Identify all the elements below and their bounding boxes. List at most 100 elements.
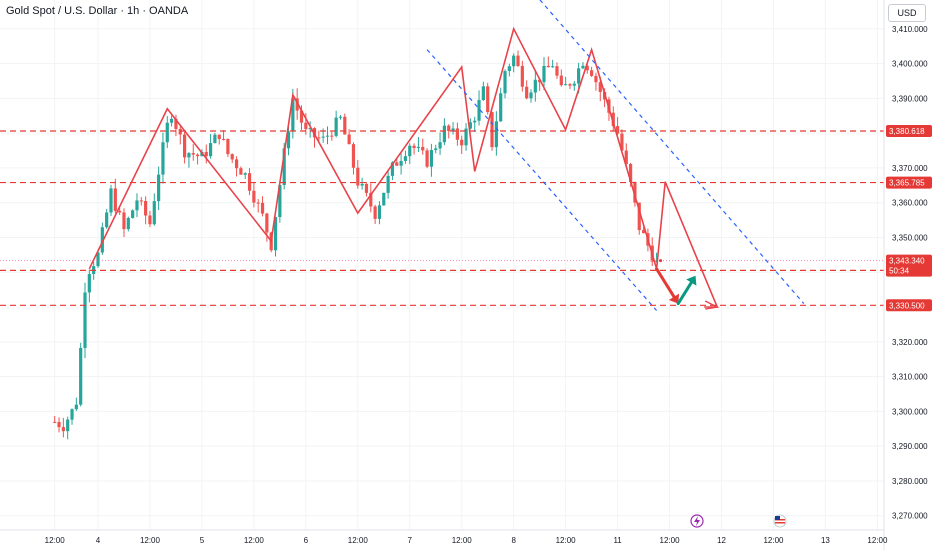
candle-body [555, 66, 559, 76]
candle-body [403, 156, 408, 161]
candle-body [494, 121, 498, 148]
price-tick-label: 3,300.000 [892, 407, 928, 416]
candle-body [529, 92, 533, 99]
candle-body [429, 150, 434, 167]
candle-body [53, 421, 57, 423]
time-tick-label: 12:00 [763, 536, 784, 545]
candle-body [100, 227, 104, 253]
candle-body [252, 190, 256, 203]
time-tick-label: 11 [613, 536, 622, 545]
candle-body [464, 128, 468, 146]
candle-body [421, 146, 425, 151]
price-tick-label: 3,400.000 [892, 60, 928, 69]
green-up-arrow-shaft [676, 281, 693, 306]
candle-body [516, 55, 520, 66]
candle-body [416, 146, 421, 149]
candle-body [126, 217, 130, 230]
candle-body [641, 230, 646, 234]
candle-body [564, 84, 568, 86]
level-price-tag-text: 3,380.618 [889, 127, 925, 136]
symbol-title[interactable]: Gold Spot / U.S. Dollar · 1h · OANDA [6, 5, 189, 17]
candle-body [221, 138, 226, 140]
price-tick-label: 3,320.000 [892, 338, 928, 347]
candle-body [369, 192, 373, 207]
candle-body [174, 118, 178, 129]
candle-body [559, 75, 563, 86]
candle-body [70, 409, 74, 420]
candle-body [157, 174, 161, 202]
candle-body [334, 117, 338, 136]
candle-body [390, 162, 395, 176]
candle-body [304, 122, 308, 130]
candle-body [226, 138, 230, 155]
candle-body [468, 122, 472, 129]
candle-body [637, 202, 641, 231]
candle-body [477, 100, 481, 121]
candle-body [135, 200, 139, 211]
time-tick-label: 12:00 [348, 536, 369, 545]
candle-body [191, 153, 195, 155]
time-axis[interactable]: 12:00 4 12:00 5 12:00 6 12:00 7 12:00 8 12:00 11 12:… [0, 529, 888, 545]
candle-body [347, 134, 351, 145]
candle-body [382, 192, 386, 206]
candle-body [546, 65, 550, 68]
price-tags: 3,380.6183,365.7853,340.5473,330.5003,34… [659, 124, 932, 312]
candle-body [195, 154, 200, 157]
time-tick-label: 12:00 [660, 536, 681, 545]
candle-body [568, 84, 572, 86]
red-down-arrow-shaft [655, 267, 676, 299]
candle-body [425, 150, 429, 167]
pattern-drawings [88, 0, 805, 311]
price-tick-label: 3,290.000 [892, 442, 928, 451]
candle-body [577, 68, 581, 84]
candle-body [633, 182, 637, 203]
horizontal-levels [0, 130, 884, 306]
candle-body [118, 210, 122, 213]
time-tick-label: 4 [96, 536, 101, 545]
red-down-arrow-head [668, 293, 680, 304]
candle-body [208, 143, 213, 157]
candle-body [183, 134, 187, 158]
currency-button[interactable]: USD [888, 4, 926, 22]
green-up-arrow-head [686, 275, 697, 286]
time-tick-label: 8 [511, 536, 516, 545]
price-tick-label: 3,350.000 [892, 233, 928, 242]
candle-body [455, 128, 459, 140]
time-tick-label: 12:00 [452, 536, 473, 545]
candle-body [399, 160, 403, 166]
candle-body [364, 183, 369, 193]
price-tick-label: 3,390.000 [892, 94, 928, 103]
candle-body [299, 110, 304, 123]
candle-body [122, 212, 126, 230]
candle-body [213, 134, 217, 144]
candle-body [473, 120, 477, 123]
candle-body [144, 201, 148, 216]
candle-body [624, 150, 628, 165]
candle-body [486, 86, 490, 113]
candle-body [351, 144, 356, 168]
countdown-text: 50:34 [889, 267, 910, 276]
candle-body [243, 173, 247, 175]
candle-body [131, 210, 135, 218]
candle-body [96, 252, 100, 267]
candle-body [572, 83, 576, 86]
candle-body [512, 55, 516, 67]
level-price-tag-bg [886, 176, 932, 189]
candle-body [256, 202, 260, 204]
current-price-tag-text: 3,343.340 [889, 257, 925, 266]
candle-body [395, 162, 399, 166]
candle-body [330, 135, 334, 137]
candle-body [217, 134, 221, 139]
candle-body [282, 148, 286, 185]
time-tick-label: 13 [821, 536, 830, 545]
time-tick-label: 12 [717, 536, 726, 545]
event-markers[interactable] [690, 514, 787, 528]
candle-body [325, 135, 330, 137]
price-tick-label: 3,410.000 [892, 25, 928, 34]
candle-body [490, 112, 494, 148]
candle-body [308, 128, 312, 130]
candle-body [234, 159, 239, 169]
time-tick-label: 6 [304, 536, 309, 545]
price-tick-label: 3,310.000 [892, 373, 928, 382]
